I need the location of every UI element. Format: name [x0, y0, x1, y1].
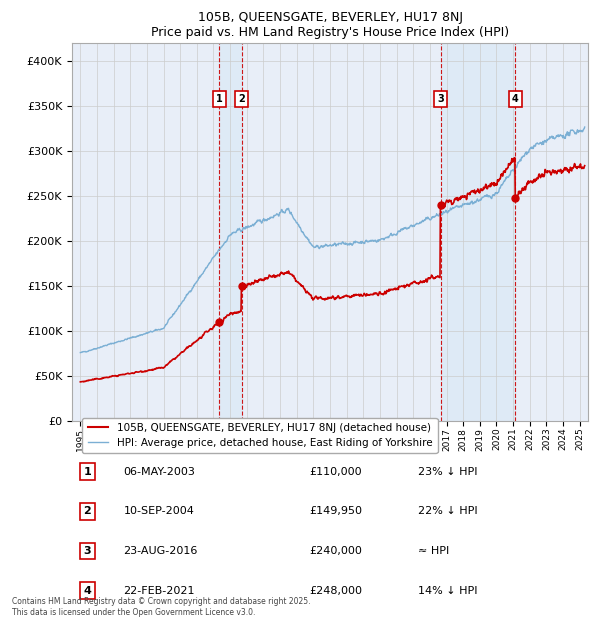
Legend: 105B, QUEENSGATE, BEVERLEY, HU17 8NJ (detached house), HPI: Average price, detac: 105B, QUEENSGATE, BEVERLEY, HU17 8NJ (de…: [82, 418, 437, 453]
Text: ≈ HPI: ≈ HPI: [418, 546, 449, 556]
Bar: [220, 43, 242, 422]
Text: 14% ↓ HPI: 14% ↓ HPI: [418, 586, 477, 596]
Text: 2: 2: [238, 94, 245, 104]
Text: 4: 4: [512, 94, 519, 104]
Text: 23-AUG-2016: 23-AUG-2016: [124, 546, 198, 556]
Text: 1: 1: [83, 467, 91, 477]
Text: £149,950: £149,950: [310, 507, 362, 516]
Title: 105B, QUEENSGATE, BEVERLEY, HU17 8NJ
Price paid vs. HM Land Registry's House Pri: 105B, QUEENSGATE, BEVERLEY, HU17 8NJ Pri…: [151, 11, 509, 40]
Text: 4: 4: [83, 586, 91, 596]
Text: 22% ↓ HPI: 22% ↓ HPI: [418, 507, 478, 516]
Text: 10-SEP-2004: 10-SEP-2004: [124, 507, 194, 516]
Bar: [440, 43, 515, 422]
Text: 06-MAY-2003: 06-MAY-2003: [124, 467, 196, 477]
Text: 3: 3: [83, 546, 91, 556]
Text: £110,000: £110,000: [310, 467, 362, 477]
Text: £240,000: £240,000: [310, 546, 362, 556]
Text: 1: 1: [216, 94, 223, 104]
Text: 3: 3: [437, 94, 444, 104]
Text: 2: 2: [83, 507, 91, 516]
Text: 22-FEB-2021: 22-FEB-2021: [124, 586, 195, 596]
Text: Contains HM Land Registry data © Crown copyright and database right 2025.
This d: Contains HM Land Registry data © Crown c…: [12, 598, 311, 617]
Text: £248,000: £248,000: [310, 586, 362, 596]
Text: 23% ↓ HPI: 23% ↓ HPI: [418, 467, 477, 477]
